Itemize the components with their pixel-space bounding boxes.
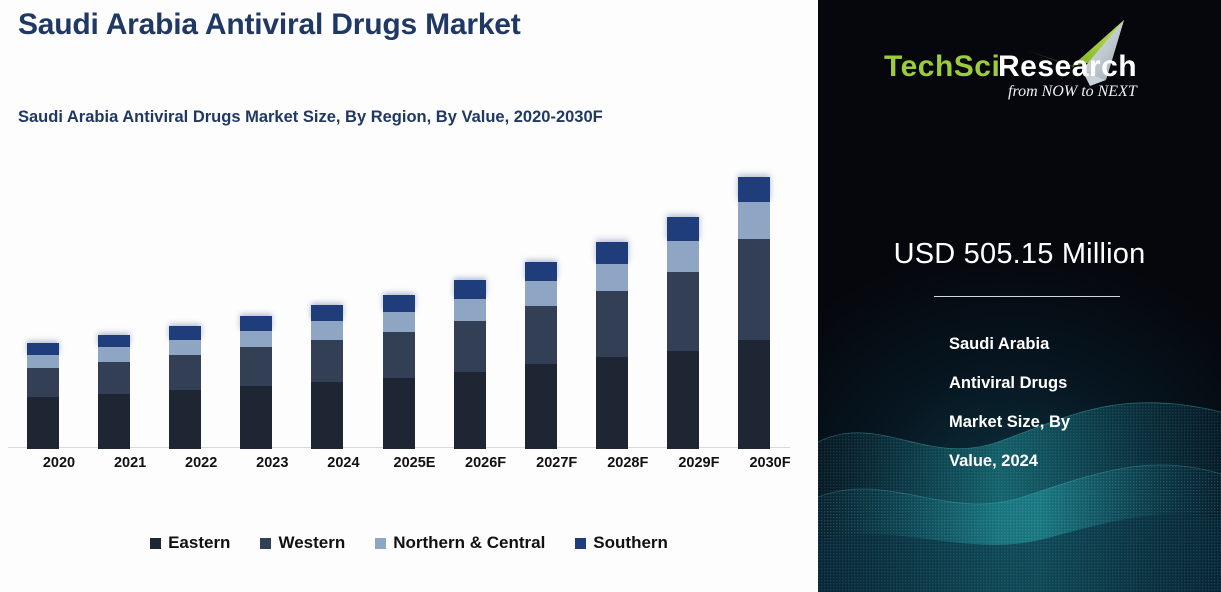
bar-2028F — [595, 241, 628, 449]
bar-segment-northern-central — [311, 320, 344, 340]
bar-segment-eastern — [240, 385, 273, 449]
bar-2030F — [738, 176, 770, 449]
legend-label: Northern & Central — [393, 533, 546, 552]
legend-label: Southern — [593, 533, 668, 552]
bar-segment-western — [595, 291, 628, 358]
bar-segment-northern-central — [453, 299, 486, 321]
bar-segment-western — [27, 368, 59, 397]
bar-2022 — [169, 325, 202, 449]
bar-segment-southern — [524, 261, 557, 282]
bar-segment-southern — [666, 217, 699, 241]
logo-container: TechSci Research from NOW to NEXT — [818, 14, 1221, 110]
bar-segment-northern-central — [595, 263, 628, 292]
bar-segment-northern-central — [382, 311, 415, 332]
bar-segment-western — [666, 272, 699, 352]
chart-subtitle: Saudi Arabia Antiviral Drugs Market Size… — [18, 108, 603, 126]
x-tick-2022: 2022 — [185, 455, 218, 471]
legend-swatch-icon — [150, 537, 162, 549]
bar-2026F — [453, 280, 486, 449]
bar-segment-eastern — [595, 357, 628, 449]
bar-segment-southern — [311, 304, 344, 321]
bar-segment-western — [240, 347, 273, 386]
bar-segment-eastern — [524, 364, 557, 449]
chart-legend: Eastern Western Northern & Central Southern — [0, 528, 818, 558]
x-tick-2026F: 2026F — [465, 455, 507, 471]
market-description-line-2: Antiviral Drugs — [949, 374, 1068, 392]
bar-2027F — [524, 261, 557, 449]
bar-segment-western — [524, 305, 557, 365]
legend-label: Eastern — [168, 533, 231, 552]
bar-segment-eastern — [169, 389, 202, 449]
bar-segment-northern-central — [27, 355, 59, 369]
legend-swatch-icon — [375, 537, 387, 549]
bar-segment-southern — [98, 334, 131, 348]
x-tick-2028F: 2028F — [607, 455, 649, 471]
legend-item-eastern[interactable]: Eastern — [150, 533, 230, 553]
bar-2024 — [311, 304, 344, 449]
x-tick-2030F: 2030F — [749, 455, 791, 471]
bar-segment-southern — [169, 325, 202, 340]
bar-segment-northern-central — [169, 339, 202, 356]
bar-segment-eastern — [382, 377, 415, 449]
market-description-line-4: Value, 2024 — [949, 452, 1038, 470]
x-axis-labels: 2020 2021 2022 2023 2024 2025E 2026F 2027F 2028F… — [0, 455, 818, 481]
x-tick-2023: 2023 — [256, 455, 289, 471]
chart-panel: Saudi Arabia Antiviral Drugs Market Saud… — [0, 8, 818, 558]
x-tick-2025E: 2025E — [393, 455, 436, 471]
bar-segment-eastern — [98, 393, 131, 449]
bar-segment-eastern — [738, 340, 770, 449]
bar-segment-southern — [382, 295, 415, 312]
bar-segment-northern-central — [240, 330, 273, 348]
x-tick-2029F: 2029F — [678, 455, 720, 471]
bar-segment-southern — [738, 176, 770, 203]
legend-label: Western — [278, 533, 346, 552]
x-tick-2027F: 2027F — [536, 455, 578, 471]
bar-segment-southern — [453, 280, 486, 300]
wave-mesh-graphic — [818, 402, 1221, 592]
bar-segment-western — [169, 355, 202, 390]
legend-swatch-icon — [575, 537, 587, 549]
bar-2021 — [98, 334, 131, 449]
bar-2023 — [240, 315, 273, 449]
bar-segment-northern-central — [98, 347, 131, 363]
legend-swatch-icon — [260, 537, 272, 549]
market-description: Saudi Arabia Antiviral Drugs Market Size, … — [949, 325, 1209, 481]
bar-segment-southern — [240, 315, 273, 331]
bar-segment-southern — [595, 241, 628, 264]
bar-segment-western — [738, 238, 770, 341]
bar-segment-northern-central — [738, 202, 770, 239]
bar-segment-western — [453, 320, 486, 373]
bar-segment-western — [382, 331, 415, 378]
bar-segment-southern — [27, 343, 59, 356]
bar-segment-eastern — [453, 372, 486, 449]
bar-segment-northern-central — [666, 240, 699, 273]
legend-item-southern[interactable]: Southern — [575, 533, 668, 553]
bar-segment-eastern — [666, 351, 699, 449]
bar-2020 — [27, 343, 59, 449]
headline-divider — [934, 296, 1120, 297]
legend-item-northern-central[interactable]: Northern & Central — [375, 533, 545, 553]
svg-text:from NOW to NEXT: from NOW to NEXT — [1008, 83, 1138, 100]
bar-segment-western — [311, 339, 344, 382]
x-tick-2020: 2020 — [42, 455, 76, 471]
market-description-line-1: Saudi Arabia — [949, 335, 1050, 353]
bar-2029F — [666, 217, 699, 449]
bar-segment-eastern — [311, 381, 344, 449]
bar-2025E — [382, 295, 415, 449]
page-title: Saudi Arabia Antiviral Drugs Market — [18, 8, 521, 41]
x-tick-2024: 2024 — [327, 455, 360, 471]
bar-segment-western — [98, 362, 131, 394]
legend-item-western[interactable]: Western — [260, 533, 345, 553]
techsci-research-logo-icon: TechSci Research from NOW to NEXT — [884, 20, 1138, 100]
x-tick-2021: 2021 — [113, 455, 147, 471]
market-description-line-3: Market Size, By — [949, 413, 1071, 431]
bar-segment-northern-central — [524, 281, 557, 306]
svg-text:Research: Research — [998, 50, 1137, 83]
market-value-headline: USD 505.15 Million — [893, 238, 1146, 270]
side-panel: TechSci Research from NOW to NEXT USD 50… — [818, 0, 1221, 592]
chart-plot-area — [0, 150, 818, 450]
svg-text:TechSci: TechSci — [884, 50, 1000, 83]
bar-segment-eastern — [27, 396, 59, 449]
